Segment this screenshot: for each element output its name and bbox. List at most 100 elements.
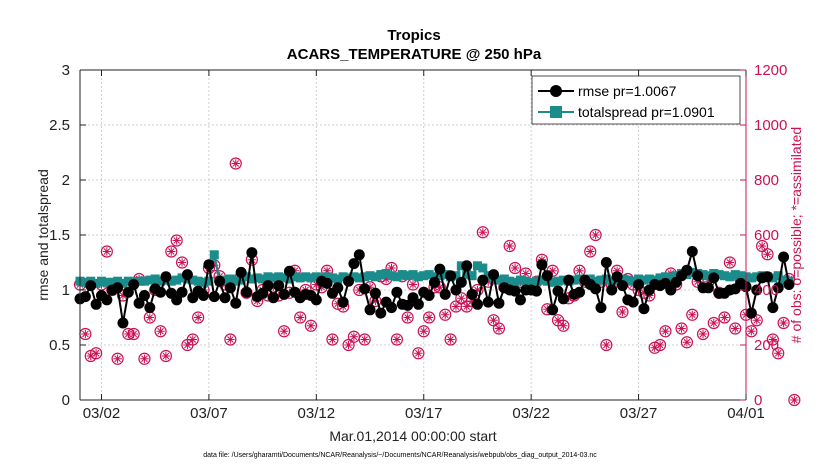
obs-assimilated-point bbox=[140, 354, 149, 363]
totalspread-point bbox=[773, 271, 783, 281]
totalspread-point bbox=[258, 274, 268, 284]
rmse-point bbox=[783, 279, 795, 290]
obs-assimilated-point bbox=[457, 294, 466, 303]
totalspread-point bbox=[515, 275, 525, 285]
totalspread-point bbox=[145, 275, 155, 285]
rmse-point bbox=[745, 307, 757, 319]
y-tick-label: 1 bbox=[62, 282, 70, 299]
totalspread-point bbox=[553, 276, 563, 286]
obs-assimilated-point bbox=[360, 335, 369, 344]
obs-possible-point bbox=[229, 157, 242, 170]
asterisk-stroke bbox=[651, 344, 659, 352]
obs-assimilated-point bbox=[521, 269, 530, 278]
obs-possible-point bbox=[584, 245, 597, 258]
totalspread-point bbox=[242, 272, 251, 282]
asterisk-stroke bbox=[780, 319, 787, 327]
asterisk-stroke bbox=[189, 336, 197, 343]
asterisk-stroke bbox=[753, 316, 761, 324]
obs-possible-point bbox=[600, 338, 613, 352]
rmse-point bbox=[171, 294, 183, 306]
obs-possible-point bbox=[492, 322, 506, 335]
rmse-point bbox=[616, 280, 628, 292]
totalspread-point bbox=[338, 272, 348, 282]
totalspread-point bbox=[532, 276, 542, 286]
rmse-point bbox=[386, 302, 398, 314]
rmse-point bbox=[85, 280, 97, 292]
rmse-point bbox=[563, 274, 575, 286]
obs-assimilated-point bbox=[559, 321, 568, 330]
asterisk-stroke bbox=[167, 248, 175, 255]
y2-tick-label: 1000 bbox=[754, 117, 787, 134]
totalspread-point bbox=[91, 278, 101, 288]
totalspread-point bbox=[113, 276, 123, 286]
totalspread-point bbox=[139, 276, 149, 286]
y-tick-label: 1.5 bbox=[49, 227, 70, 244]
rmse-point bbox=[751, 284, 763, 296]
totalspread-point bbox=[209, 250, 219, 260]
asterisk-stroke bbox=[678, 325, 685, 332]
rmse-point bbox=[310, 294, 322, 306]
totalspread-point bbox=[408, 270, 418, 280]
obs-assimilated-point bbox=[677, 324, 686, 333]
rmse-point bbox=[455, 276, 467, 288]
obs-assimilated-point bbox=[451, 302, 461, 311]
obs-assimilated-point bbox=[226, 335, 235, 344]
rmse-point bbox=[353, 249, 365, 261]
obs-possible-point bbox=[326, 333, 339, 346]
obs-assimilated-point bbox=[403, 313, 412, 322]
totalspread-point bbox=[591, 276, 601, 286]
y-tick-label: 2 bbox=[62, 172, 70, 189]
obs-assimilated-point bbox=[688, 310, 697, 319]
asterisk-stroke bbox=[791, 396, 798, 404]
obs-possible-point bbox=[358, 333, 371, 346]
rmse-point bbox=[246, 247, 258, 259]
asterisk-stroke bbox=[157, 327, 164, 335]
asterisk-stroke bbox=[393, 336, 401, 343]
totalspread-point bbox=[639, 275, 649, 285]
asterisk-stroke bbox=[184, 341, 191, 349]
totalspread-point bbox=[102, 277, 112, 287]
asterisk-stroke bbox=[656, 341, 664, 349]
totalspread-point bbox=[435, 271, 445, 281]
chart-title: Tropics bbox=[387, 27, 440, 44]
totalspread-point bbox=[252, 273, 262, 283]
totalspread-point bbox=[537, 275, 547, 285]
obs-possible-point bbox=[170, 234, 183, 247]
asterisk-stroke bbox=[758, 242, 766, 250]
totalspread-point bbox=[596, 275, 606, 285]
rmse-point bbox=[375, 307, 387, 319]
obs-assimilated-point bbox=[478, 228, 488, 237]
obs-possible-point bbox=[723, 256, 736, 269]
asterisk-stroke bbox=[774, 349, 782, 357]
totalspread-point bbox=[725, 272, 735, 282]
asterisk-stroke bbox=[345, 341, 352, 349]
rmse-point bbox=[627, 296, 639, 308]
y-tick-label: 0 bbox=[62, 392, 70, 409]
obs-assimilated-point bbox=[296, 313, 305, 322]
asterisk-stroke bbox=[125, 330, 132, 338]
obs-assimilated-point bbox=[193, 313, 203, 322]
obs-assimilated-point bbox=[586, 247, 595, 256]
rmse-point bbox=[493, 297, 505, 309]
totalspread-point bbox=[360, 272, 370, 282]
rmse-point bbox=[160, 271, 172, 283]
asterisk-stroke bbox=[452, 303, 460, 310]
obs-possible-point bbox=[707, 316, 720, 330]
y2-tick-label: 800 bbox=[754, 172, 779, 189]
obs-possible-point bbox=[390, 333, 403, 346]
obs-assimilated-point bbox=[414, 349, 423, 358]
asterisk-stroke bbox=[361, 336, 368, 343]
asterisk-stroke bbox=[415, 349, 422, 357]
totalspread-point bbox=[193, 276, 203, 286]
obs-possible-point bbox=[761, 248, 774, 261]
obs-assimilated-point bbox=[306, 321, 316, 330]
rmse-point bbox=[557, 293, 569, 305]
totalspread-point bbox=[322, 272, 332, 282]
rmse-point bbox=[364, 304, 376, 316]
totalspread-point bbox=[510, 277, 520, 287]
obs-possible-point bbox=[412, 347, 425, 360]
obs-assimilated-point bbox=[602, 340, 611, 350]
obs-assimilated-point bbox=[462, 302, 471, 311]
obs-assimilated-point bbox=[720, 313, 729, 322]
y2-tick-label: 400 bbox=[754, 282, 779, 299]
